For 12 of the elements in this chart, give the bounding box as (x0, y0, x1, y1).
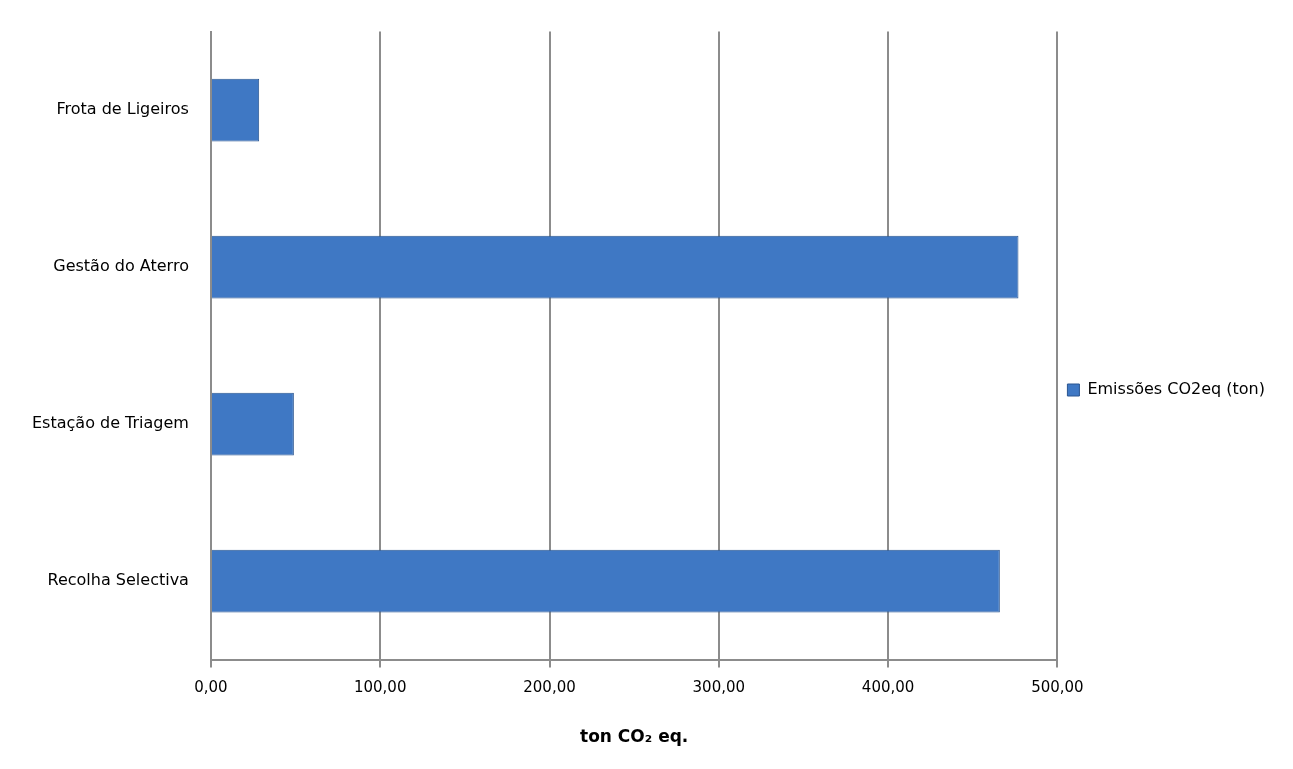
x-tick-label: 0,00 (194, 678, 228, 697)
x-tick-label: 500,00 (1031, 678, 1084, 697)
y-tick-label: Estação de Triagem (32, 413, 189, 433)
x-axis-title: ton CO₂ eq. (580, 726, 689, 747)
x-tick-label: 300,00 (692, 678, 746, 697)
x-tick-label: 400,00 (861, 678, 915, 697)
legend-label: Emissões CO2eq (ton) (1087, 379, 1266, 399)
y-tick-label: Recolha Selectiva (47, 570, 189, 590)
x-tick-label: 100,00 (353, 678, 407, 697)
y-tick-label: Gestão do Aterro (53, 256, 189, 276)
y-tick-label: Frota de Ligeiros (56, 99, 189, 119)
x-tick-label: 200,00 (523, 678, 576, 697)
